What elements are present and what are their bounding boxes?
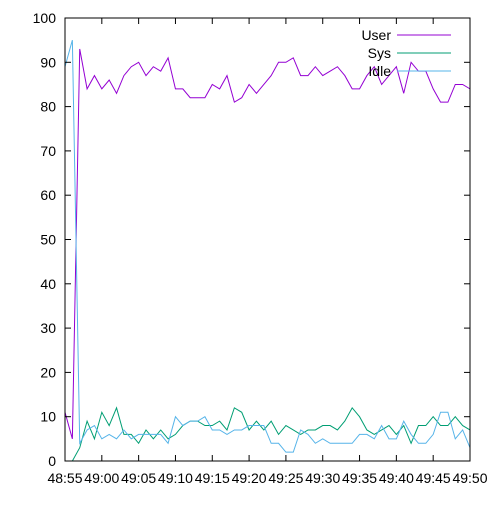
y-tick-label: 60 (40, 187, 56, 203)
y-tick-label: 50 (40, 232, 56, 248)
y-tick-label: 0 (48, 453, 56, 469)
y-tick-label: 90 (40, 54, 56, 70)
plot-frame (64, 17, 471, 462)
y-tick-label: 20 (40, 364, 56, 380)
x-tick-label: 49:25 (268, 470, 303, 486)
x-tick-label: 49:15 (195, 470, 230, 486)
x-tick-label: 49:00 (84, 470, 119, 486)
legend-label-idle: Idle (368, 63, 391, 79)
x-tick-label: 49:50 (452, 470, 487, 486)
legend-label-user: User (361, 27, 391, 43)
x-tick-label: 49:45 (416, 470, 451, 486)
x-tick-label: 49:40 (379, 470, 414, 486)
x-tick-label: 49:10 (158, 470, 193, 486)
x-tick-label: 49:05 (121, 470, 156, 486)
x-tick-label: 49:30 (305, 470, 340, 486)
y-tick-label: 70 (40, 143, 56, 159)
y-tick-label: 100 (33, 10, 57, 26)
y-tick-label: 80 (40, 99, 56, 115)
x-tick-label: 48:55 (47, 470, 82, 486)
x-tick-label: 49:20 (232, 470, 267, 486)
y-tick-label: 30 (40, 320, 56, 336)
series-line-sys (65, 406, 471, 462)
series-line-user (64, 48, 471, 439)
legend-label-sys: Sys (368, 45, 391, 61)
series-line-idle (64, 40, 471, 453)
y-tick-label: 10 (40, 409, 56, 425)
y-tick-label: 40 (40, 276, 56, 292)
x-tick-label: 49:35 (342, 470, 377, 486)
